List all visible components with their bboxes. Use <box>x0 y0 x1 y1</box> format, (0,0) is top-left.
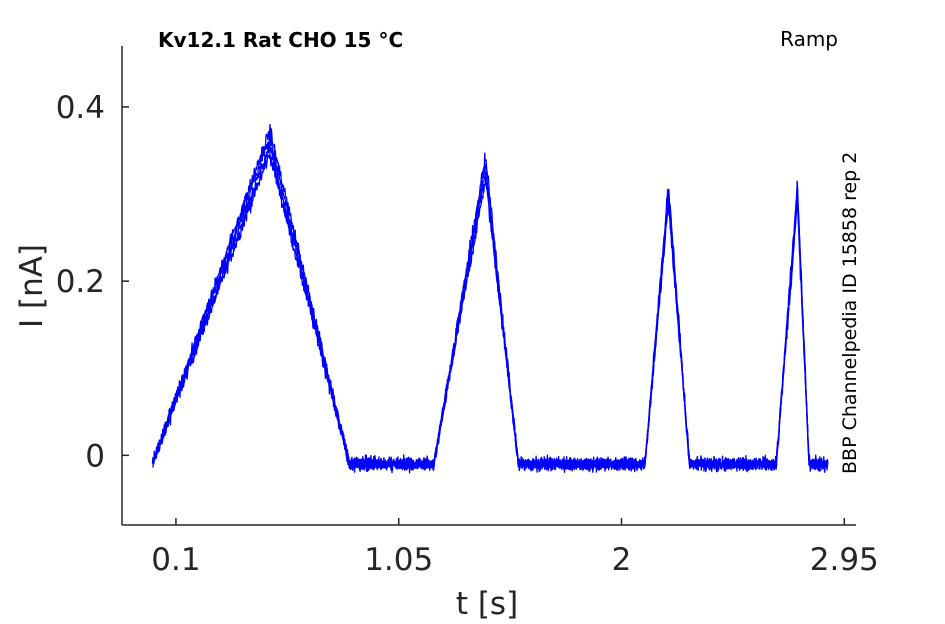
y-tick-label: 0.4 <box>56 90 105 126</box>
y-axis-label: I [nA] <box>14 244 50 328</box>
current-trace-line <box>151 123 829 473</box>
chart-title: Kv12.1 Rat CHO 15 °C <box>158 28 403 52</box>
x-tick-label: 0.1 <box>151 542 200 578</box>
recording-id-label: BBP Channelpedia ID 15858 rep 2 <box>839 152 861 474</box>
x-axis-label: t [s] <box>456 586 518 622</box>
current-trace-line <box>151 130 829 474</box>
protocol-label: Ramp <box>780 27 838 51</box>
x-tick-label: 2 <box>612 542 632 578</box>
x-tick-label: 1.05 <box>364 542 433 578</box>
y-tick-label: 0.2 <box>56 264 105 300</box>
x-ticks: 0.1 1.05 2 2.95 <box>151 518 879 578</box>
y-tick-label: 0 <box>85 438 105 474</box>
y-ticks: 0 0.2 0.4 <box>56 90 129 474</box>
trace-group <box>151 123 829 474</box>
current-trace-line <box>152 142 829 474</box>
x-tick-label: 2.95 <box>810 542 879 578</box>
